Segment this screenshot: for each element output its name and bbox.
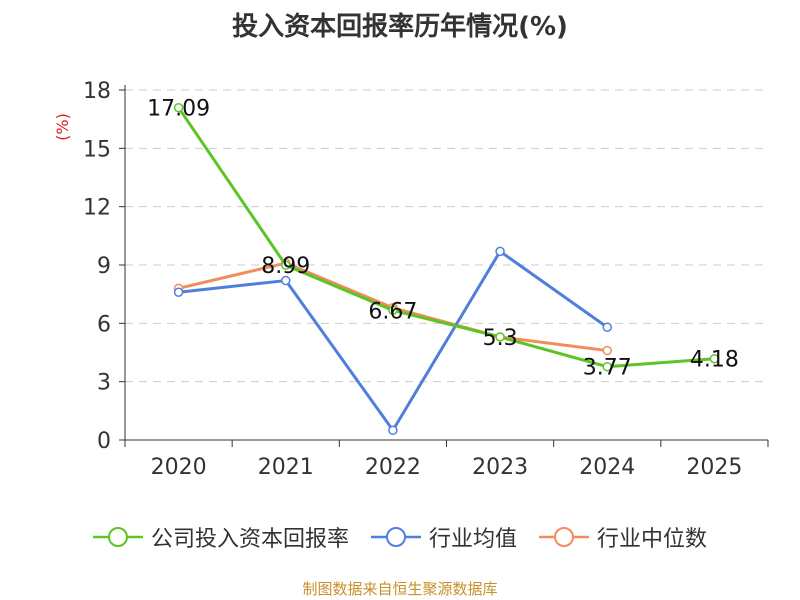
data-label: 3.77	[583, 356, 632, 381]
legend-item[interactable]: 行业中位数	[539, 521, 707, 553]
legend-item[interactable]: 行业均值	[370, 521, 517, 553]
data-label: 5.3	[483, 326, 518, 351]
legend-label: 行业均值	[428, 527, 517, 552]
x-tick-label: 2023	[472, 455, 528, 480]
line-chart: 0 3 6 9 12 15 18 2020 2021 2022 2023 2024 2025 17.09…	[53, 79, 769, 480]
y-tick-label: 15	[83, 137, 111, 162]
x-tick-label: 2021	[258, 455, 314, 480]
legend: 公司投入资本回报率 行业均值 行业中位数	[0, 520, 800, 554]
legend-label: 行业中位数	[597, 527, 708, 552]
data-point	[709, 353, 720, 364]
axes: 0 3 6 9 12 15 18 2020 2021 2022 2023 2024 2025	[83, 79, 769, 480]
series-line	[178, 249, 609, 432]
data-point	[173, 287, 184, 297]
legend-marker-icon	[92, 527, 143, 547]
data-point	[495, 246, 505, 257]
y-tick-label: 6	[97, 312, 111, 337]
legend-marker-icon	[370, 527, 421, 547]
data-point	[281, 260, 291, 270]
data-point	[602, 361, 612, 372]
series-line	[177, 106, 715, 369]
y-tick-label: 9	[97, 254, 111, 279]
legend-marker-icon	[539, 527, 589, 547]
data-label: 4.18	[690, 348, 739, 373]
y-axis-label: (%)	[53, 113, 72, 141]
y-tick-label: 18	[83, 79, 111, 104]
source-note: 制图数据来自恒生聚源数据库	[302, 580, 498, 598]
data-point	[602, 345, 612, 356]
series-lines	[173, 102, 720, 436]
y-tick-label: 3	[97, 371, 111, 396]
data-label: 6.67	[368, 299, 417, 324]
data-point	[281, 275, 291, 286]
x-tick-label: 2020	[151, 455, 207, 480]
data-label: 17.09	[147, 97, 210, 122]
data-point	[495, 332, 505, 342]
data-labels: 17.09 8.99 6.67 5.3 3.77 4.18	[147, 97, 739, 381]
data-point	[602, 322, 612, 332]
legend-label: 公司投入资本回报率	[150, 527, 349, 552]
data-point	[388, 305, 398, 316]
chart-title: 投入资本回报率历年情况(%)	[232, 12, 568, 42]
data-label: 8.99	[261, 254, 310, 279]
x-tick-label: 2025	[686, 455, 742, 480]
legend-item[interactable]: 公司投入资本回报率	[92, 521, 349, 553]
data-point	[173, 102, 184, 113]
data-point	[388, 425, 398, 436]
x-tick-label: 2022	[365, 455, 421, 480]
grid-lines	[125, 89, 768, 383]
x-tick-label: 2024	[579, 455, 635, 480]
y-tick-label: 0	[97, 429, 111, 454]
y-tick-label: 12	[83, 196, 111, 221]
